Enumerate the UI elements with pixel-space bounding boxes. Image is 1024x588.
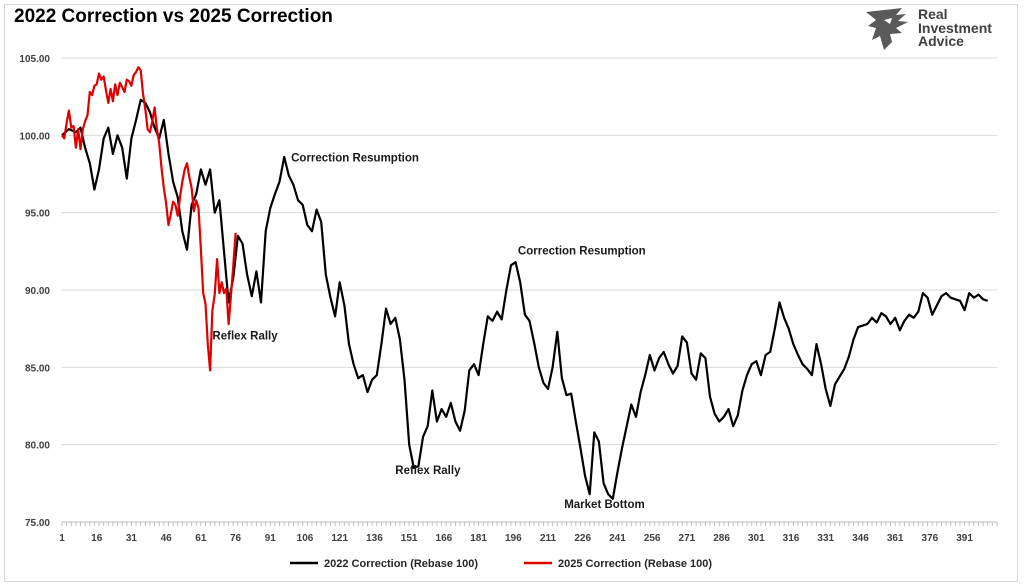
x-tick-label: 226 xyxy=(574,533,591,544)
x-tick-label: 121 xyxy=(331,533,348,544)
x-tick-label: 271 xyxy=(679,533,696,544)
chart-title: 2022 Correction vs 2025 Correction xyxy=(14,6,333,27)
x-tick-label: 331 xyxy=(817,533,834,544)
brand-name: Real Investment Advice xyxy=(918,6,992,49)
x-tick-label: 31 xyxy=(126,533,138,544)
y-axis: 105.00 100.00 95.00 90.00 85.00 80.00 75.00 xyxy=(19,54,50,529)
y-tick-label: 85.00 xyxy=(25,363,50,374)
annotation-label: Reflex Rally xyxy=(395,465,461,477)
legend: 2022 Correction (Rebase 100) 2025 Correct… xyxy=(290,558,712,570)
x-tick-label: 151 xyxy=(401,533,418,544)
annotations: Correction Resumption Correction Resumpti… xyxy=(212,153,645,511)
x-tick-label: 46 xyxy=(161,533,173,544)
x-tick-label: 181 xyxy=(470,533,487,544)
brand-line-2: Investment xyxy=(918,19,992,36)
x-tick-label: 346 xyxy=(852,533,869,544)
x-tick-label: 241 xyxy=(609,533,626,544)
x-tick-label: 361 xyxy=(887,533,904,544)
annotation-label: Correction Resumption xyxy=(518,245,646,257)
y-tick-label: 100.00 xyxy=(19,131,50,142)
legend-item-label: 2022 Correction (Rebase 100) xyxy=(324,558,478,570)
eagle-icon xyxy=(866,8,908,50)
x-tick-label: 286 xyxy=(713,533,730,544)
brand-logo: Real Investment Advice xyxy=(862,6,1012,52)
x-tick-label: 91 xyxy=(265,533,277,544)
x-tick-label: 136 xyxy=(366,533,383,544)
x-tick-label: 16 xyxy=(91,533,103,544)
brand-line-1: Real xyxy=(918,6,948,22)
y-tick-label: 75.00 xyxy=(25,518,50,529)
annotation-label: Correction Resumption xyxy=(291,153,419,165)
x-tick-label: 211 xyxy=(540,533,557,544)
brand-line-3: Advice xyxy=(918,33,964,49)
x-tick-label: 391 xyxy=(956,533,973,544)
y-tick-label: 105.00 xyxy=(19,54,50,65)
x-tick-label: 106 xyxy=(297,533,314,544)
annotation-label: Reflex Rally xyxy=(212,330,278,342)
x-tick-label: 1 xyxy=(59,533,65,544)
legend-item-label: 2025 Correction (Rebase 100) xyxy=(558,558,712,570)
y-tick-label: 90.00 xyxy=(25,286,50,297)
series-2025-line xyxy=(61,66,237,372)
x-axis: 1 16 31 46 61 76 91 106 121 136 151 166 181 196 211 226… xyxy=(59,521,998,544)
x-tick-label: 196 xyxy=(505,533,522,544)
series-2022-line xyxy=(61,98,989,500)
grid-lines xyxy=(62,57,997,446)
x-tick-label: 316 xyxy=(783,533,800,544)
chart-frame xyxy=(4,4,1018,582)
x-tick-label: 376 xyxy=(922,533,939,544)
series-lines xyxy=(61,66,989,500)
annotation-label: Market Bottom xyxy=(564,499,645,511)
x-tick-label: 166 xyxy=(436,533,453,544)
x-tick-label: 256 xyxy=(644,533,661,544)
x-tick-label: 301 xyxy=(748,533,765,544)
x-tick-label: 76 xyxy=(230,533,242,544)
x-tick-label: 61 xyxy=(195,533,207,544)
y-tick-label: 80.00 xyxy=(25,441,50,452)
y-tick-label: 95.00 xyxy=(25,209,50,220)
